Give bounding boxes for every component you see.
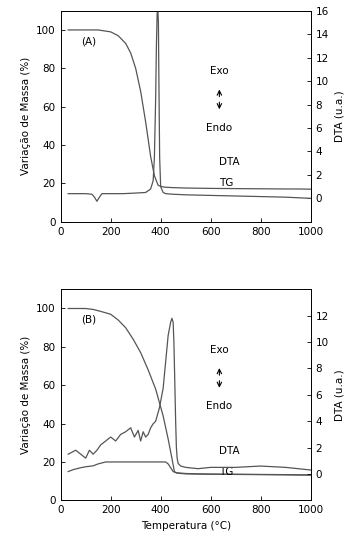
Text: TG: TG [219,467,234,477]
Text: (A): (A) [81,36,96,46]
Text: DTA: DTA [219,157,240,167]
Y-axis label: DTA (u.a.): DTA (u.a.) [334,369,344,421]
Text: Exo: Exo [210,345,229,355]
Y-axis label: DTA (u.a.): DTA (u.a.) [334,90,344,142]
Text: Endo: Endo [206,123,232,132]
Y-axis label: Variação de Massa (%): Variação de Massa (%) [21,336,31,454]
Text: Endo: Endo [206,401,232,411]
Text: (B): (B) [81,315,96,324]
Text: DTA: DTA [219,446,240,456]
Y-axis label: Variação de Massa (%): Variação de Massa (%) [21,57,31,175]
Text: TG: TG [219,178,234,188]
X-axis label: Temperatura (°C): Temperatura (°C) [141,521,231,531]
Text: Exo: Exo [210,66,229,76]
